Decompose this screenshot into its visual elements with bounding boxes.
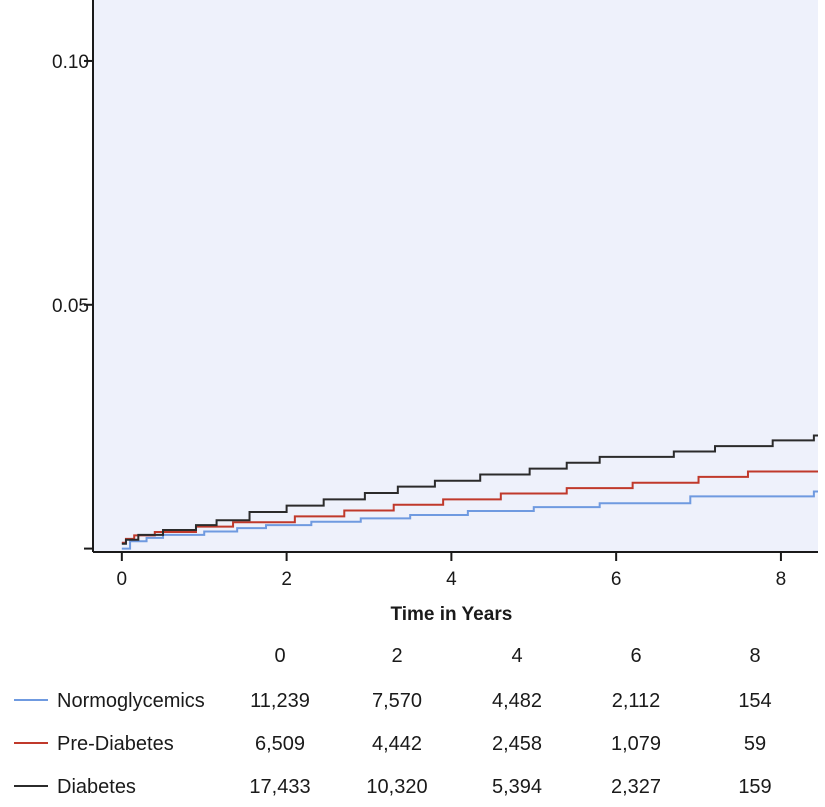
risk-value-cell: 7,570 [372,690,422,712]
y-axis-ticks: 0.05 0.10 [52,52,93,550]
risk-value-cell: 2,112 [612,690,661,712]
axes [92,0,818,553]
risk-value-cell: 154 [738,690,771,712]
risk-value-cell: 4,482 [492,690,542,712]
x-tick-label: 2 [281,569,292,590]
x-tick-label: 8 [776,569,787,590]
risk-header-cell: 0 [274,645,285,667]
risk-value-cell: 10,320 [366,776,427,798]
risk-value-cell: 2,327 [611,776,661,798]
series-line-normoglycemics [121,490,818,550]
risk-value-cell: 59 [744,733,766,755]
y-tick-label: 0.05 [52,296,89,317]
risk-value-cell: 5,394 [492,776,542,798]
risk-value-cell: 6,509 [255,733,305,755]
series-lines [121,434,818,550]
risk-header-cell: 2 [391,645,402,667]
risk-header-cell: 6 [630,645,641,667]
risk-value-cell: 1,079 [611,733,661,755]
y-tick-label: 0.10 [52,52,89,73]
x-axis-title: Time in Years [390,604,512,625]
risk-header-cell: 8 [749,645,760,667]
number-at-risk-table: 0 2 4 6 8 Normoglycemics 11,239 7,570 4,482 2,112… [14,645,772,798]
risk-row-label: Diabetes [57,776,136,798]
risk-value-cell: 2,458 [492,733,542,755]
risk-value-cell: 11,239 [250,690,310,712]
risk-row-label: Normoglycemics [57,690,205,712]
x-tick-label: 6 [611,569,622,590]
risk-row-label: Pre-Diabetes [57,733,174,755]
x-tick-label: 4 [446,569,457,590]
risk-value-cell: 17,433 [249,776,310,798]
plot-background [93,0,818,552]
risk-header-cell: 4 [511,645,522,667]
series-line-diabetes [121,434,818,545]
risk-value-cell: 159 [738,776,771,798]
risk-value-cell: 4,442 [372,733,422,755]
x-axis-ticks: 0 2 4 6 8 [117,552,787,590]
x-tick-label: 0 [117,569,128,590]
